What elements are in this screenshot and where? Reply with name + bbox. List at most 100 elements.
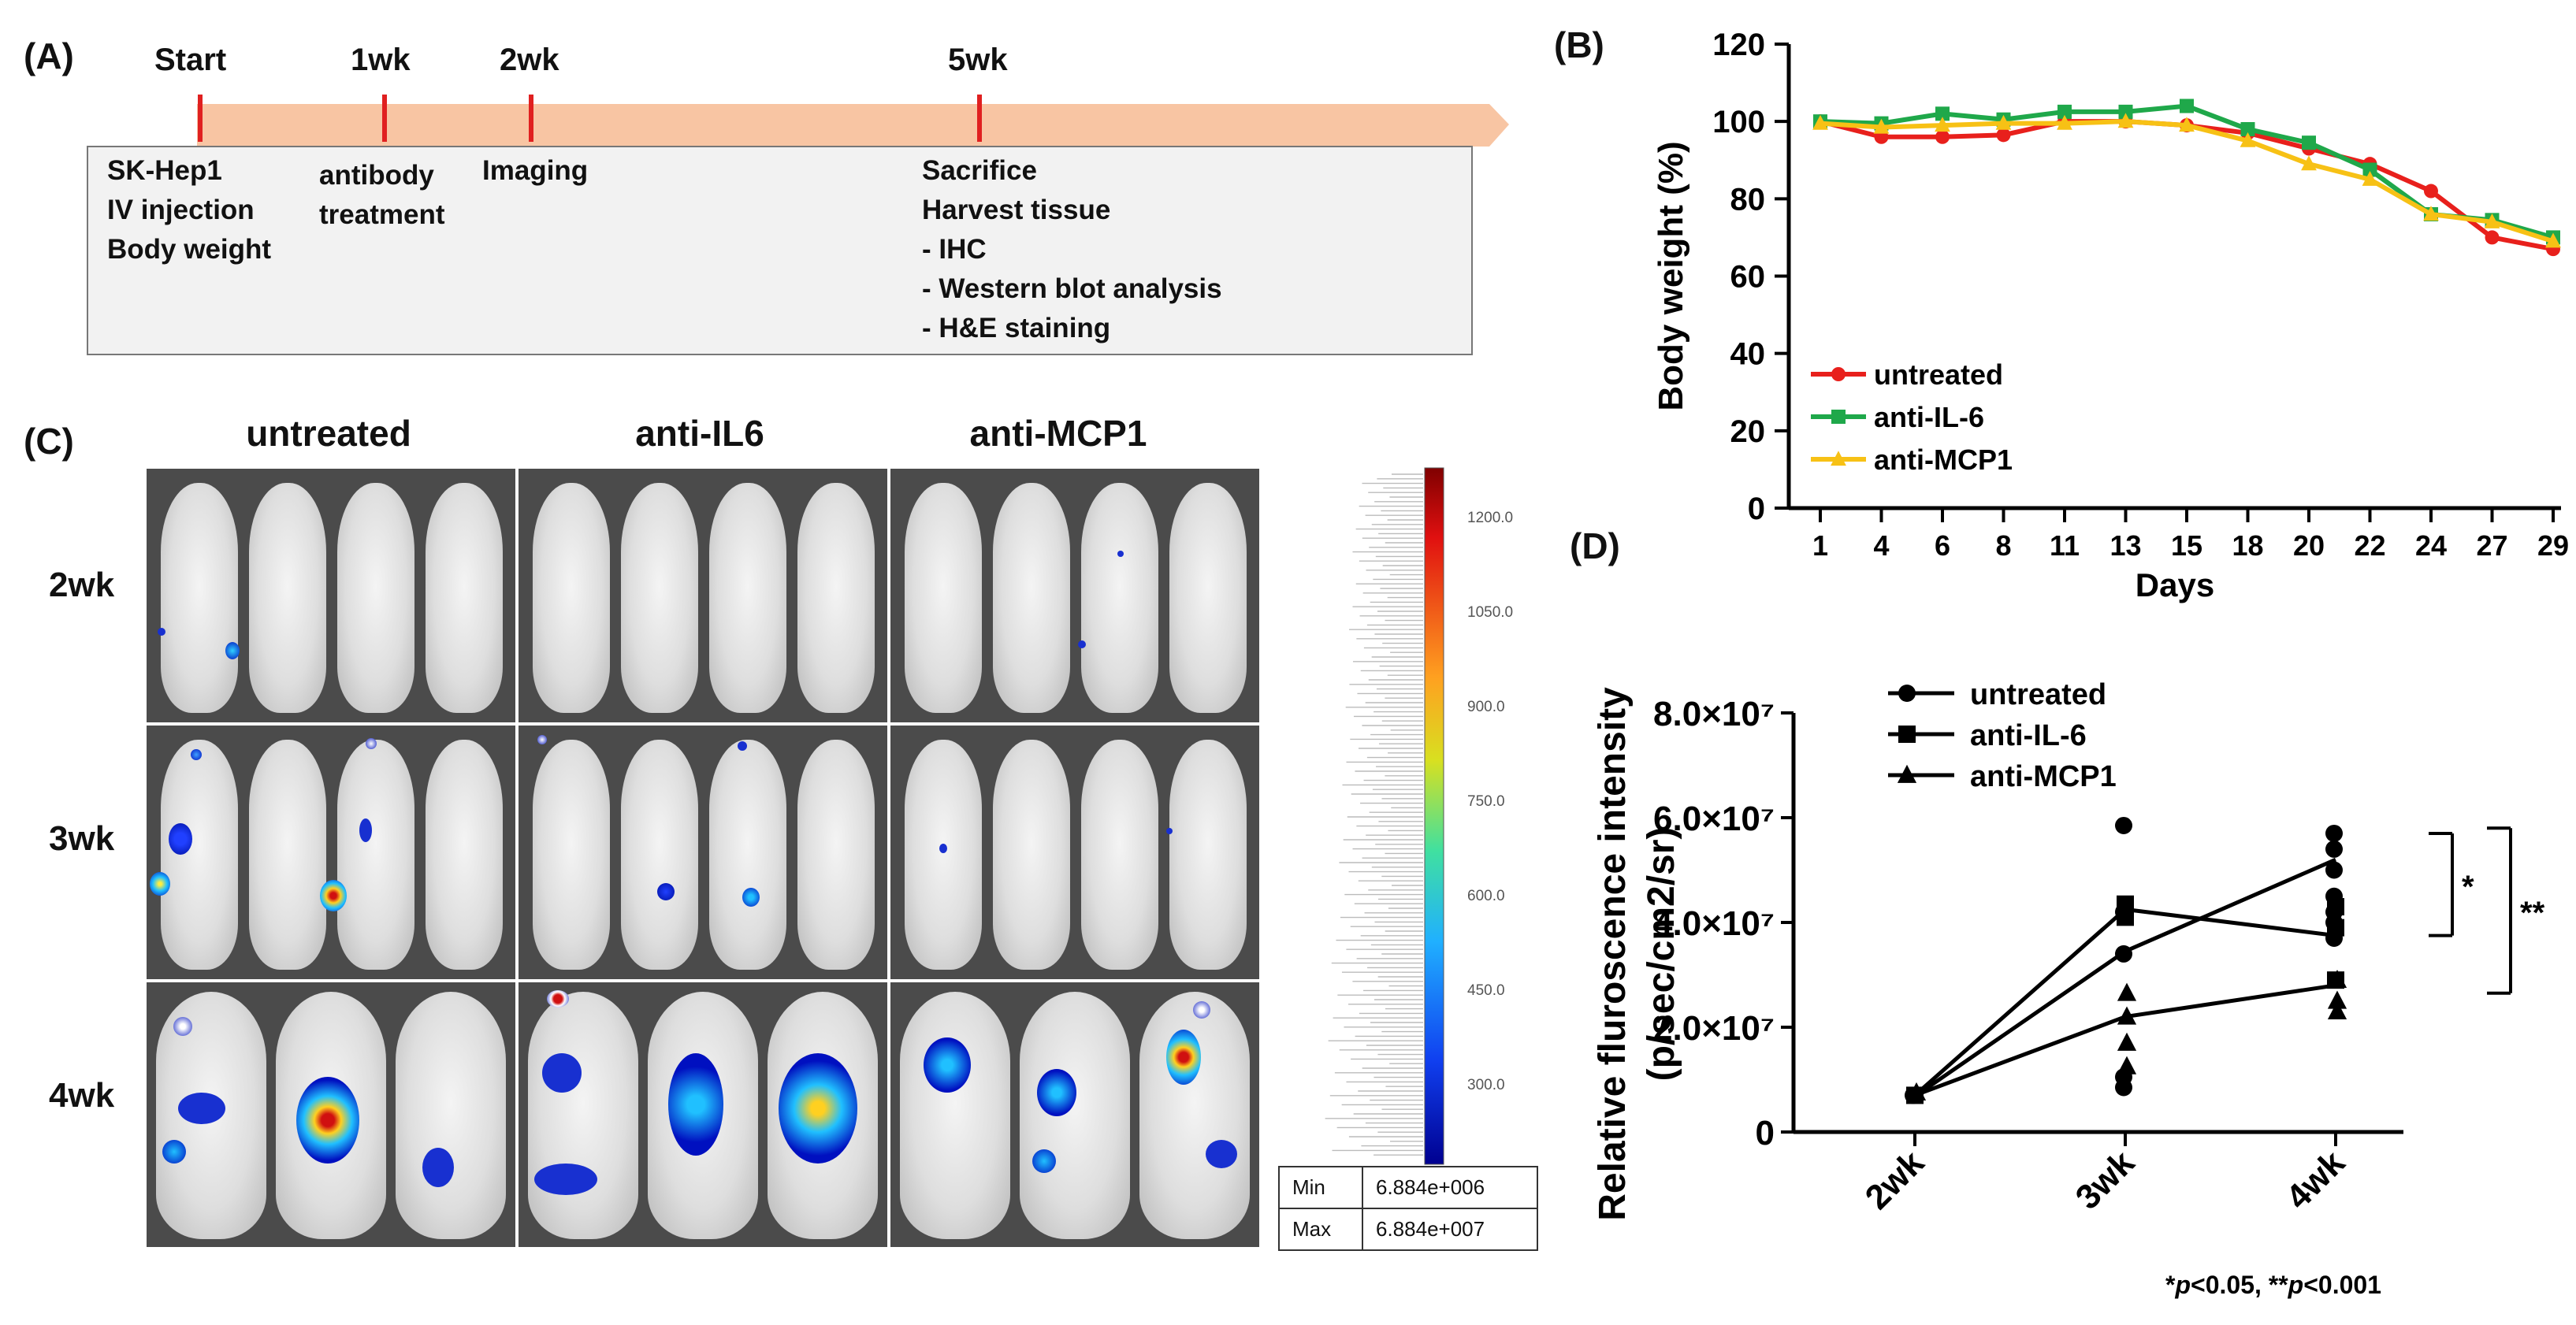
- chart-b-xtick-label-2: 6: [1935, 529, 1950, 562]
- fluorescence-chart: 0 2.0×10⁷ 4.0×10⁷ 6.0×10⁷ 8.0×10⁷ 2wk 3wk 4wk Re…: [1592, 678, 2545, 1299]
- chart-b-point-untreated-2: [1935, 129, 1950, 144]
- chart-b-xtick-label-0: 1: [1812, 529, 1828, 562]
- chart-d-ytick-label-3: 6.0×10⁷: [1653, 800, 1775, 838]
- chart-d-point-anti-MCP1-4: [2117, 1056, 2137, 1074]
- chart-b-legend-marker-2: [1831, 451, 1846, 466]
- chart-b-point-untreated-11: [2485, 230, 2500, 245]
- chart-b-ylabel: Body weight (%): [1652, 141, 1690, 410]
- chart-d-point-anti-MCP1-6: [2327, 990, 2347, 1009]
- image-untreated-2wk: [147, 469, 515, 722]
- chart-d-footnote-part-0: *: [2165, 1271, 2176, 1299]
- chart-b-ytick-label-4: 80: [1730, 182, 1766, 217]
- tick-2wk-label: 2wk: [500, 43, 559, 77]
- image-anti-il6-4wk: [519, 982, 887, 1247]
- chart-b-point-anti-MCP1-3: [1995, 114, 2012, 130]
- colorbar-graphic: [1325, 467, 1444, 1165]
- chart-d-point-untreated-8: [2325, 861, 2343, 879]
- chart-b-xtick-label-7: 18: [2232, 529, 2263, 562]
- chart-b-point-anti-IL-6-5: [2118, 104, 2133, 119]
- colorbar-tick-600: 600.0: [1467, 888, 1505, 904]
- chart-b-legend-marker-1: [1831, 410, 1846, 424]
- chart-b-legend-label-1: anti-IL-6: [1874, 401, 1984, 433]
- chart-d-xtick-label-0: 2wk: [1858, 1143, 1932, 1217]
- body-weight-chart: 0 20 40 60 80 100 120 1 4 6 8 11 13 15 18 20 22 24 27 29 Day…: [1652, 28, 2569, 603]
- chart-d-point-untreated-7: [2325, 840, 2343, 858]
- chart-b-point-anti-MCP1-7: [2240, 132, 2256, 147]
- min-value: 6.884e+006: [1362, 1166, 1538, 1209]
- chart-d-point-anti-MCP1-3: [2117, 1032, 2137, 1051]
- tick-start-label: Start: [154, 43, 227, 77]
- chart-d-ytick-label-4: 8.0×10⁷: [1653, 695, 1775, 733]
- chart-b-point-anti-MCP1-5: [2117, 113, 2134, 128]
- colorbar-tick-1200: 1200.0: [1467, 510, 1514, 526]
- row-header-4wk: 4wk: [49, 1076, 115, 1115]
- chart-d-sig-label-0: *: [2462, 870, 2474, 904]
- chart-b-point-anti-MCP1-4: [2057, 114, 2072, 130]
- colorbar-tick-1050: 1050.0: [1467, 604, 1514, 621]
- tick-1wk-label: 1wk: [351, 43, 411, 77]
- chart-d-ytick-label-2: 4.0×10⁷: [1653, 904, 1775, 943]
- image-untreated-3wk: [147, 726, 515, 979]
- max-value: 6.884e+007: [1362, 1208, 1538, 1251]
- chart-d-footnote-part-1: p: [2174, 1271, 2191, 1299]
- chart-b-xtick-label-12: 29: [2537, 529, 2569, 562]
- timeline-start-text: SK-Hep1 IV injection Body weight: [107, 155, 272, 265]
- panel-label-c: (C): [24, 421, 74, 462]
- chart-d-point-anti-MCP1-7: [2327, 1000, 2347, 1019]
- timeline-arrow: [197, 95, 1509, 147]
- panel-label-d: (D): [1570, 525, 1620, 566]
- chart-b-legend-label-2: anti-MCP1: [1874, 444, 2013, 476]
- chart-d-legend-label-1: anti-IL-6: [1970, 719, 2087, 752]
- chart-b-point-anti-MCP1-12: [2545, 232, 2561, 248]
- chart-d-series-anti-IL-6: [1906, 895, 2344, 1104]
- chart-b-point-anti-MCP1-8: [2301, 155, 2317, 171]
- colorbar-tick-900: 900.0: [1467, 699, 1505, 715]
- chart-d-point-anti-IL-6-4: [2327, 898, 2344, 916]
- chart-d-ylabel-line1: Relative fluroscence intensity: [1592, 687, 1634, 1221]
- chart-d-footnote-part-4: <0.001: [2303, 1271, 2381, 1299]
- chart-d-ytick-label-0: 0: [1756, 1114, 1775, 1152]
- colorbar-tick-750: 750.0: [1467, 793, 1505, 810]
- chart-d-ytick-label-1: 2.0×10⁷: [1653, 1009, 1775, 1048]
- chart-b-line-anti-MCP1: [1820, 119, 2554, 244]
- chart-b-line-untreated: [1820, 119, 2554, 252]
- chart-b-ytick-label-1: 20: [1730, 414, 1766, 449]
- chart-b-point-anti-IL-6-2: [1935, 106, 1950, 121]
- chart-b-ytick-label-2: 40: [1730, 337, 1766, 372]
- chart-d-sig-label-1: **: [2520, 896, 2545, 930]
- chart-b-xtick-label-1: 4: [1873, 529, 1889, 562]
- chart-d-ylabel-line2: (p/sec/cm2/sr): [1641, 827, 1682, 1082]
- min-label: Min: [1278, 1166, 1363, 1209]
- chart-b-point-anti-MCP1-11: [2484, 213, 2500, 228]
- chart-b-point-anti-IL-6-6: [2180, 98, 2194, 113]
- chart-b-xlabel: Days: [2136, 566, 2214, 603]
- chart-d-xtick-label-1: 3wk: [2069, 1143, 2143, 1217]
- image-untreated-4wk: [147, 982, 515, 1247]
- chart-d-footnote-part-2: <0.05, **: [2191, 1271, 2288, 1299]
- column-header-anti-il6: anti-IL6: [635, 413, 764, 454]
- chart-b-point-anti-MCP1-0: [1812, 114, 1828, 130]
- chart-b-ytick-label-0: 0: [1748, 492, 1765, 526]
- chart-d-legend-label-0: untreated: [1970, 678, 2106, 711]
- chart-d-point-anti-MCP1-1: [2117, 982, 2137, 1001]
- timeline-5wk-text: Sacrifice Harvest tissue - IHC - Western…: [922, 155, 1222, 343]
- chart-d-series-anti-MCP1: [1906, 969, 2347, 1101]
- imaging-grid: [147, 469, 1259, 1247]
- chart-b-point-anti-MCP1-9: [2362, 170, 2378, 186]
- chart-b-point-anti-MCP1-1: [1873, 118, 1890, 134]
- chart-b-xtick-label-3: 8: [1995, 529, 2011, 562]
- colorbar: [1300, 466, 1447, 1166]
- row-header-3wk: 3wk: [49, 819, 115, 858]
- row-header-2wk: 2wk: [49, 566, 115, 604]
- chart-d-footnote-part-3: p: [2288, 1271, 2304, 1299]
- colorbar-tick-450: 450.0: [1467, 982, 1505, 999]
- chart-b-legend-marker-0: [1831, 367, 1846, 381]
- panel-label-a: (A): [24, 35, 74, 76]
- chart-b-point-untreated-3: [1996, 128, 2011, 143]
- image-anti-mcp1-4wk: [890, 982, 1259, 1247]
- column-header-untreated: untreated: [246, 413, 411, 454]
- chart-b-xtick-label-6: 15: [2171, 529, 2202, 562]
- tick-5wk-label: 5wk: [948, 43, 1008, 77]
- chart-d-point-anti-IL-6-5: [2327, 919, 2344, 937]
- chart-d-point-untreated-6: [2325, 824, 2343, 842]
